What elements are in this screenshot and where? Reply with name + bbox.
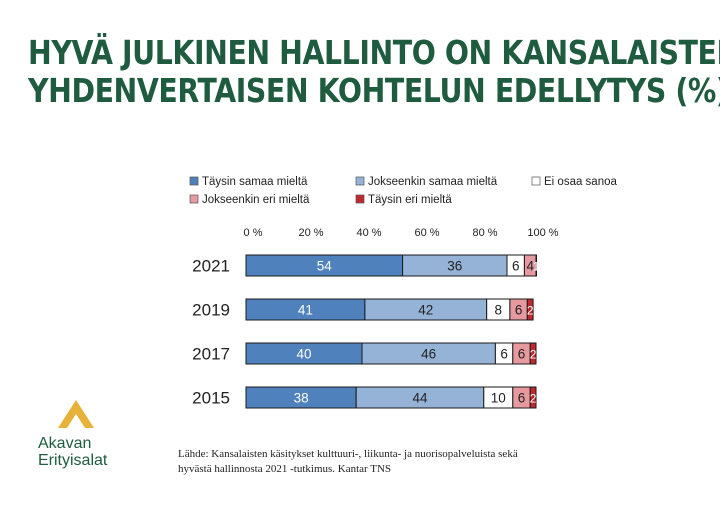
category-label: 2017 xyxy=(192,345,230,364)
brand-line-2: Erityisalat xyxy=(38,452,108,469)
legend-label: Ei osaa sanoa xyxy=(544,176,617,188)
data-label: 46 xyxy=(421,347,436,362)
category-label: 2021 xyxy=(192,257,230,276)
title-line-2: YHDENVERTAISEN KOHTELUN EDELLYTYS (%) xyxy=(28,71,720,110)
data-label: 8 xyxy=(495,303,503,318)
data-label: 40 xyxy=(296,347,311,362)
data-label: 42 xyxy=(418,303,433,318)
data-label: 6 xyxy=(515,303,523,318)
stacked-bar-chart: Täysin samaa mieltä Jokseenkin samaa miel… xyxy=(180,165,682,409)
source-line-1: Lähde: Kansalaisten käsitykset kulttuuri… xyxy=(178,448,518,460)
legend-swatch xyxy=(355,176,365,186)
data-label: 6 xyxy=(500,347,508,362)
x-tick-label: 80 % xyxy=(472,227,497,239)
legend-swatch xyxy=(189,194,199,204)
legend-label: Täysin samaa mieltä xyxy=(202,176,308,188)
data-label: 38 xyxy=(294,391,309,406)
legend-swatch xyxy=(355,194,365,204)
legend-label: Täysin eri mieltä xyxy=(368,194,452,206)
bar-segment xyxy=(529,386,537,409)
x-tick-label: 20 % xyxy=(298,227,323,239)
data-label: 6 xyxy=(518,391,526,406)
legend-label: Jokseenkin eri mieltä xyxy=(202,194,310,206)
chart-panel xyxy=(180,165,682,405)
data-label: 4 xyxy=(526,259,534,274)
legend-swatch xyxy=(531,176,541,186)
data-label: 6 xyxy=(518,347,526,362)
x-tick-label: 0 % xyxy=(244,227,263,239)
title-line-1: HYVÄ JULKINEN HALLINTO ON KANSALAISTEN xyxy=(28,33,720,72)
brand-logo-text: Akavan Erityisalat xyxy=(38,435,107,469)
data-label: 10 xyxy=(491,391,506,406)
page-title: HYVÄ JULKINEN HALLINTO ON KANSALAISTEN Y… xyxy=(28,33,720,110)
data-label: 6 xyxy=(512,259,520,274)
data-label: 54 xyxy=(317,259,333,274)
bar-segment xyxy=(535,254,537,277)
data-label: 36 xyxy=(447,259,462,274)
data-label: 2 xyxy=(530,392,537,406)
data-label: 1 xyxy=(533,260,540,274)
chevron-up-logo-icon xyxy=(58,400,94,428)
bar-segment xyxy=(529,342,537,365)
data-label: 2 xyxy=(530,348,537,362)
legend-label: Jokseenkin samaa mieltä xyxy=(368,176,498,188)
source-note: Lähde: Kansalaisten käsitykset kulttuuri… xyxy=(178,447,578,477)
data-label: 41 xyxy=(298,303,313,318)
category-label: 2015 xyxy=(192,389,230,408)
x-tick-label: 40 % xyxy=(356,227,381,239)
brand-line-1: Akavan xyxy=(38,435,92,452)
bar-segment xyxy=(526,298,534,321)
legend-swatch xyxy=(189,176,199,186)
category-label: 2019 xyxy=(192,301,230,320)
data-label: 44 xyxy=(412,391,428,406)
source-line-2: hyvästä hallinnosta 2021 -tutkimus. Kant… xyxy=(178,463,392,475)
data-label: 2 xyxy=(527,304,534,318)
x-tick-label: 60 % xyxy=(414,227,439,239)
x-tick-label: 100 % xyxy=(527,227,558,239)
